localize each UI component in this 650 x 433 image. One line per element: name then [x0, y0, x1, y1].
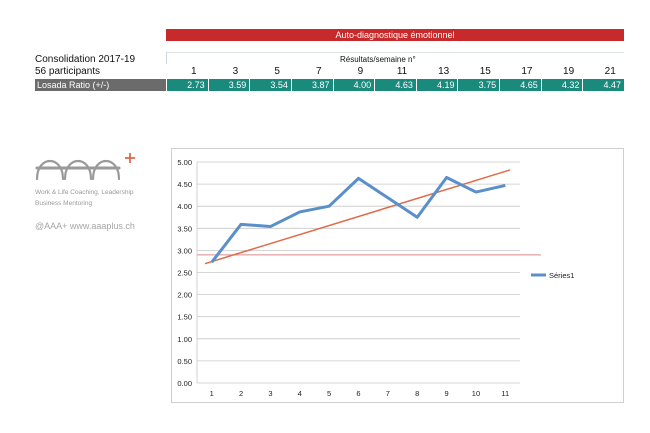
series-line	[210, 175, 506, 264]
participants-label: 56 participants	[35, 66, 101, 77]
ratio-value: 3.54	[249, 79, 291, 91]
results-label: Résultats/semaine n°	[340, 55, 416, 64]
ratio-value: 3.59	[207, 79, 250, 91]
ratio-value: 4.19	[415, 79, 458, 91]
week-number: 1	[191, 66, 197, 77]
week-number: 7	[315, 66, 322, 77]
week-number: 15	[479, 66, 491, 77]
consolidation-label: Consolidation 2017-19	[35, 54, 136, 65]
y-tick-label: 0.50	[177, 357, 192, 366]
ratio-value: 3.75	[457, 79, 499, 91]
legend-label: Séries1	[549, 271, 574, 280]
week-number: 9	[357, 66, 364, 77]
losada-ratio-row: Losada Ratio (+/-) 2.73 3.59 3.54 3.87 4…	[35, 79, 624, 91]
chart-banner-title: Auto-diagnostique émotionnel	[166, 29, 624, 41]
ratio-value: 4.63	[374, 79, 416, 91]
x-tick-label: 10	[472, 389, 480, 398]
aaa-plus-logo	[35, 153, 135, 181]
y-tick-label: 2.50	[177, 269, 192, 278]
header-divider	[166, 52, 624, 53]
ratio-value: 4.00	[332, 79, 375, 91]
week-number-row: 1 3 5 7 9 11 13 15 17 19 21	[166, 66, 624, 78]
ratio-value: 2.73	[166, 79, 208, 91]
y-tick-label: 1.50	[177, 313, 192, 322]
x-tick-label: 5	[327, 389, 331, 398]
chart-frame	[171, 148, 624, 403]
week-number: 5	[274, 66, 280, 77]
y-tick-label: 0.00	[177, 379, 192, 388]
week-number: 19	[563, 66, 575, 77]
x-tick-label: 6	[356, 389, 360, 398]
header-divider-left	[166, 52, 167, 64]
ratio-value: 4.32	[540, 79, 583, 91]
y-tick-label: 2.00	[177, 291, 192, 300]
x-tick-label: 11	[501, 389, 509, 398]
x-tick-label: 2	[239, 389, 243, 398]
ratio-value: 3.87	[290, 79, 333, 91]
website-credit: @AAA+ www.aaaplus.ch	[35, 221, 135, 231]
y-tick-label: 3.50	[177, 224, 192, 233]
ratio-value: 4.47	[582, 79, 624, 91]
x-tick-label: 8	[415, 389, 419, 398]
week-number: 17	[521, 66, 533, 77]
week-number: 11	[396, 66, 408, 77]
trendline	[204, 169, 511, 265]
x-tick-label: 4	[298, 389, 302, 398]
x-tick-label: 3	[268, 389, 272, 398]
y-tick-label: 4.00	[177, 202, 192, 211]
y-tick-label: 5.00	[177, 158, 192, 167]
logo-tagline-2: Business Mentoring	[35, 200, 93, 207]
y-tick-label: 3.00	[177, 246, 192, 255]
ratio-value: 4.65	[499, 79, 541, 91]
week-number: 3	[232, 66, 239, 77]
losada-ratio-label: Losada Ratio (+/-)	[35, 79, 166, 91]
week-number: 21	[604, 66, 616, 77]
losada-ratio-values: 2.73 3.59 3.54 3.87 4.00 4.63 4.19 3.75 …	[166, 79, 624, 91]
x-tick-label: 1	[210, 389, 214, 398]
week-number: 13	[438, 66, 450, 77]
y-tick-label: 1.00	[177, 335, 192, 344]
logo-tagline-1: Work & Life Coaching, Leadership	[35, 189, 134, 196]
y-tick-label: 4.50	[177, 180, 192, 189]
x-tick-label: 7	[386, 389, 390, 398]
x-tick-label: 9	[445, 389, 449, 398]
